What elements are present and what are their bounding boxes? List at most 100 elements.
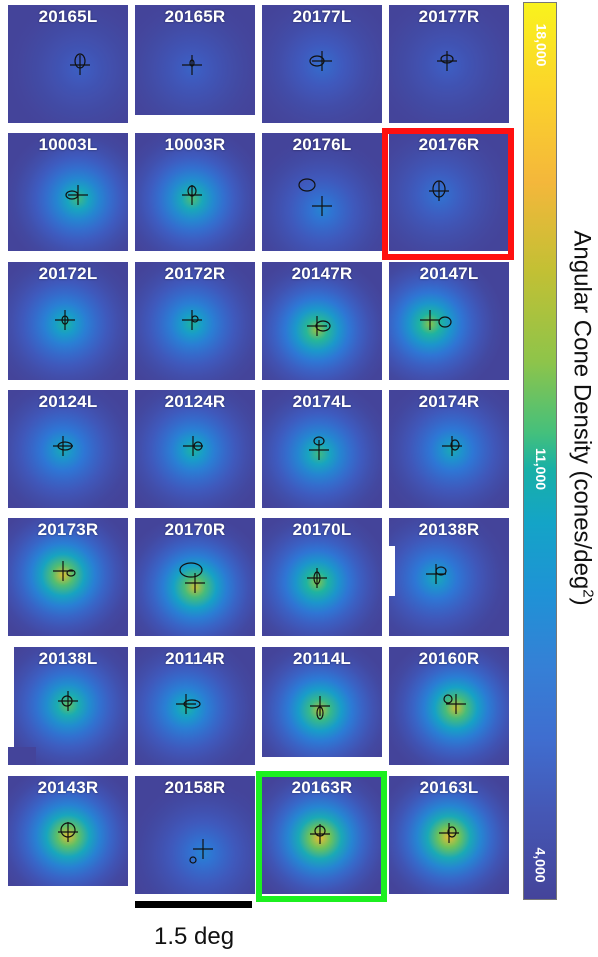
density-field xyxy=(135,262,255,380)
density-map-10003R: 10003R xyxy=(135,133,255,251)
colorbar-title: Angular Cone Density (cones/deg2) xyxy=(568,230,597,606)
fixation-ellipse xyxy=(309,55,325,67)
unscanned-region xyxy=(8,886,128,894)
fixation-ellipse xyxy=(435,566,447,576)
fixation-ellipse xyxy=(314,825,326,837)
subject-label: 20165L xyxy=(38,7,98,26)
fixation-ellipse xyxy=(189,856,197,864)
subject-label: 20165R xyxy=(164,7,226,26)
subject-label: 10003L xyxy=(38,135,98,154)
colorbar-max-label: 18,000 xyxy=(533,23,550,67)
subject-label: 20170R xyxy=(164,520,226,539)
subject-label: 20174L xyxy=(292,392,352,411)
unscanned-region xyxy=(8,747,36,765)
subject-label: 20114L xyxy=(293,649,351,668)
density-field xyxy=(262,518,382,636)
scale-bar-label: 1.5 deg xyxy=(154,923,235,950)
fixation-ellipse xyxy=(447,826,457,838)
subject-label: 20158R xyxy=(164,778,226,797)
fixation-ellipse xyxy=(432,180,446,198)
density-map-20165R: 20165R xyxy=(135,5,255,123)
fixation-ellipse xyxy=(313,571,321,585)
fixation-ellipse xyxy=(60,822,76,838)
scale-bar xyxy=(135,901,252,908)
density-map-20172R: 20172R xyxy=(135,262,255,380)
fixation-ellipse xyxy=(66,569,76,577)
density-map-20176L: 20176L xyxy=(262,133,382,251)
density-field xyxy=(389,647,509,765)
density-map-20174L: 20174L xyxy=(262,390,382,508)
subject-label: 20163R xyxy=(291,778,353,797)
subject-label: 20173R xyxy=(37,520,99,539)
density-map-20147R: 20147R xyxy=(262,262,382,380)
colorbar-min-label: 4,000 xyxy=(533,847,550,883)
density-field xyxy=(389,262,509,380)
colorbar: 18,000 11,000 4,000 xyxy=(523,2,557,900)
density-map-20165L: 20165L xyxy=(8,5,128,123)
subject-label: 20176R xyxy=(418,135,480,154)
fixation-ellipse xyxy=(438,316,452,328)
density-map-20170L: 20170L xyxy=(262,518,382,636)
density-map-20173R: 20173R xyxy=(8,518,128,636)
fixation-ellipse xyxy=(65,190,79,200)
subject-label: 10003R xyxy=(164,135,226,154)
density-map-20172L: 20172L xyxy=(8,262,128,380)
density-map-20176R: 20176R xyxy=(389,133,509,251)
subject-label: 20138R xyxy=(418,520,480,539)
subject-label: 20170L xyxy=(292,520,352,539)
fixation-ellipse xyxy=(313,436,325,446)
unscanned-region xyxy=(8,647,14,765)
density-field xyxy=(135,647,255,765)
density-field xyxy=(389,390,509,508)
density-field xyxy=(8,518,128,636)
density-map-grid: 20165L 20165R 20177L 20177R 10003L 10003R 2017… xyxy=(8,5,509,894)
subject-label: 20174R xyxy=(418,392,480,411)
subject-label: 20138L xyxy=(38,649,98,668)
density-field xyxy=(8,5,128,123)
density-field xyxy=(8,390,128,508)
fixation-ellipse xyxy=(443,694,453,704)
fixation-ellipse xyxy=(187,185,197,197)
density-map-20124L: 20124L xyxy=(8,390,128,508)
density-map-20163R: 20163R xyxy=(262,776,382,894)
subject-label: 20177L xyxy=(292,7,352,26)
subject-label: 20172R xyxy=(164,264,226,283)
fixation-ellipse xyxy=(61,315,69,325)
density-field xyxy=(135,5,255,123)
subject-label: 20147L xyxy=(419,264,479,283)
density-map-20114R: 20114R xyxy=(135,647,255,765)
subject-label: 20114R xyxy=(165,649,225,668)
colorbar-mid-label: 11,000 xyxy=(533,447,549,491)
subject-label: 20124L xyxy=(38,392,98,411)
density-field xyxy=(135,133,255,251)
unscanned-region xyxy=(135,115,255,123)
fixation-ellipse xyxy=(61,695,73,707)
fixation-ellipse xyxy=(316,706,324,720)
unscanned-region xyxy=(262,757,382,765)
density-map-20138R: 20138R xyxy=(389,518,509,636)
subject-label: 20160R xyxy=(418,649,480,668)
fixation-ellipse xyxy=(315,320,331,332)
fixation-ellipse xyxy=(191,315,199,323)
density-field xyxy=(389,518,509,636)
density-field xyxy=(135,776,255,894)
fixation-ellipse xyxy=(193,441,203,451)
subject-label: 20172L xyxy=(38,264,98,283)
subject-label: 20124R xyxy=(164,392,226,411)
density-map-20143R: 20143R xyxy=(8,776,128,894)
fixation-ellipse xyxy=(298,178,316,192)
density-map-20160R: 20160R xyxy=(389,647,509,765)
density-map-20138L: 20138L xyxy=(8,647,128,765)
density-map-20163L: 20163L xyxy=(389,776,509,894)
density-field xyxy=(262,390,382,508)
density-map-20147L: 20147L xyxy=(389,262,509,380)
subject-label: 20177R xyxy=(418,7,480,26)
subject-label: 20163L xyxy=(419,778,479,797)
unscanned-region xyxy=(389,546,395,596)
density-map-20177R: 20177R xyxy=(389,5,509,123)
fixation-ellipse xyxy=(189,59,195,67)
fixation-ellipse xyxy=(74,53,86,69)
density-map-20174R: 20174R xyxy=(389,390,509,508)
density-map-20158R: 20158R xyxy=(135,776,255,894)
fixation-ellipse xyxy=(179,562,203,578)
